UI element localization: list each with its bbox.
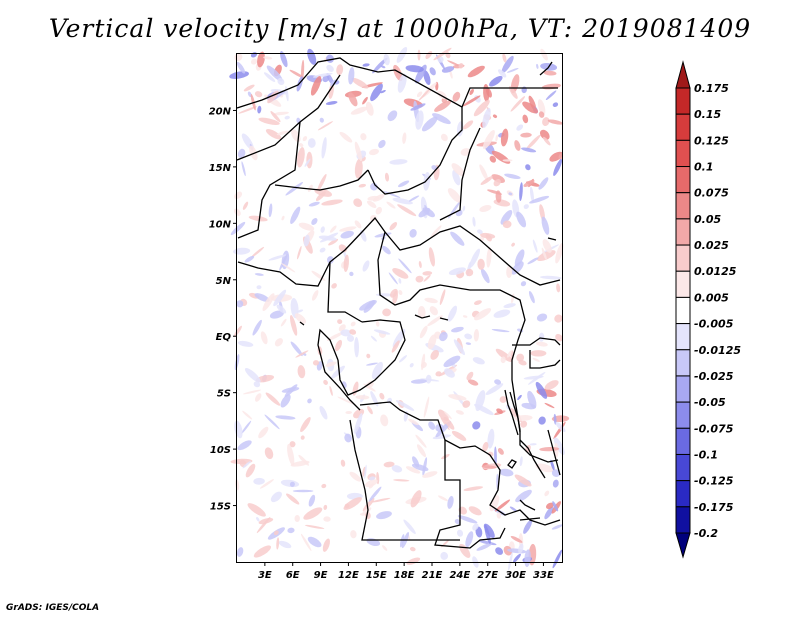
colorbar-label: 0.15 (694, 108, 721, 121)
colorbar-swatch (675, 323, 691, 351)
colorbar-swatch (675, 139, 691, 168)
lat-label: 10N (209, 219, 232, 230)
colorbar-swatch (675, 166, 691, 194)
colorbar-swatch (675, 218, 691, 246)
colorbar-label: -0.2 (694, 527, 718, 540)
colorbar-label: -0.1 (694, 448, 718, 461)
lon-label: 27E (477, 570, 498, 581)
colorbar-label: -0.05 (694, 396, 726, 409)
lon-label: 9E (314, 570, 328, 581)
colorbar-label: -0.005 (694, 318, 734, 331)
coastlines-borders (236, 57, 561, 549)
lat-label: 5S (217, 389, 231, 400)
colorbar-swatch (675, 270, 691, 298)
colorbar-label: -0.025 (694, 370, 734, 383)
colorbar-label: 0.025 (694, 239, 729, 252)
colorbar-label: -0.0125 (694, 344, 741, 357)
colorbar-swatch (675, 244, 691, 272)
colorbar-swatch (675, 349, 691, 377)
lon-label: 18E (394, 570, 415, 581)
colorbar-swatch (675, 113, 691, 141)
colorbar: 0.175 0.15 0.125 0.1 0.075 0.05 0.025 0.0125 0.0… (675, 60, 741, 559)
colorbar-label: 0.125 (694, 134, 729, 147)
colorbar-label: 0.05 (694, 213, 721, 226)
lon-label: 3E (258, 570, 272, 581)
velocity-field (229, 46, 570, 571)
colorbar-swatch (675, 506, 691, 534)
colorbar-label: -0.175 (694, 501, 734, 514)
colorbar-label: 0.075 (694, 187, 729, 200)
colorbar-swatch (675, 296, 691, 325)
lon-label: 12E (338, 570, 359, 581)
colorbar-label: 0.005 (694, 291, 729, 304)
lon-label: 30E (505, 570, 526, 581)
colorbar-swatch (675, 532, 691, 559)
lon-label: 24E (449, 570, 470, 581)
colorbar-swatch (675, 427, 691, 455)
colorbar-label: 0.175 (694, 82, 729, 95)
lon-label: 21E (422, 570, 443, 581)
lat-label: 5N (216, 276, 232, 287)
colorbar-label: -0.075 (694, 422, 734, 435)
colorbar-swatch (675, 192, 691, 220)
lat-label: EQ (216, 332, 232, 343)
map-frame (236, 53, 563, 563)
lat-label: 15S (210, 502, 231, 513)
colorbar-label: 0.0125 (694, 265, 737, 278)
lat-label: 20N (209, 106, 232, 117)
colorbar-swatch (675, 375, 691, 403)
lon-label: 15E (366, 570, 387, 581)
colorbar-swatch (675, 87, 691, 115)
colorbar-swatch (675, 453, 691, 482)
lat-label: 15N (209, 163, 232, 174)
map-title: Vertical velocity [m/s] at 1000hPa, VT: … (48, 14, 752, 43)
longitude-axis: 3E 6E 9E 12E 15E 18E 21E 24E 27E 30E 33E (258, 562, 554, 581)
latitude-axis: 20N 15N 10N 5N EQ 5S 10S 15S (209, 106, 237, 513)
lon-label: 33E (533, 570, 554, 581)
colorbar-swatch (675, 60, 691, 89)
colorbar-swatch (675, 401, 691, 429)
grads-credit: GrADS: IGES/COLA (6, 603, 100, 613)
colorbar-label: -0.125 (694, 475, 734, 488)
colorbar-swatch (675, 480, 691, 508)
lat-label: 10S (210, 445, 231, 456)
lon-label: 6E (286, 570, 300, 581)
colorbar-label: 0.1 (694, 161, 714, 174)
